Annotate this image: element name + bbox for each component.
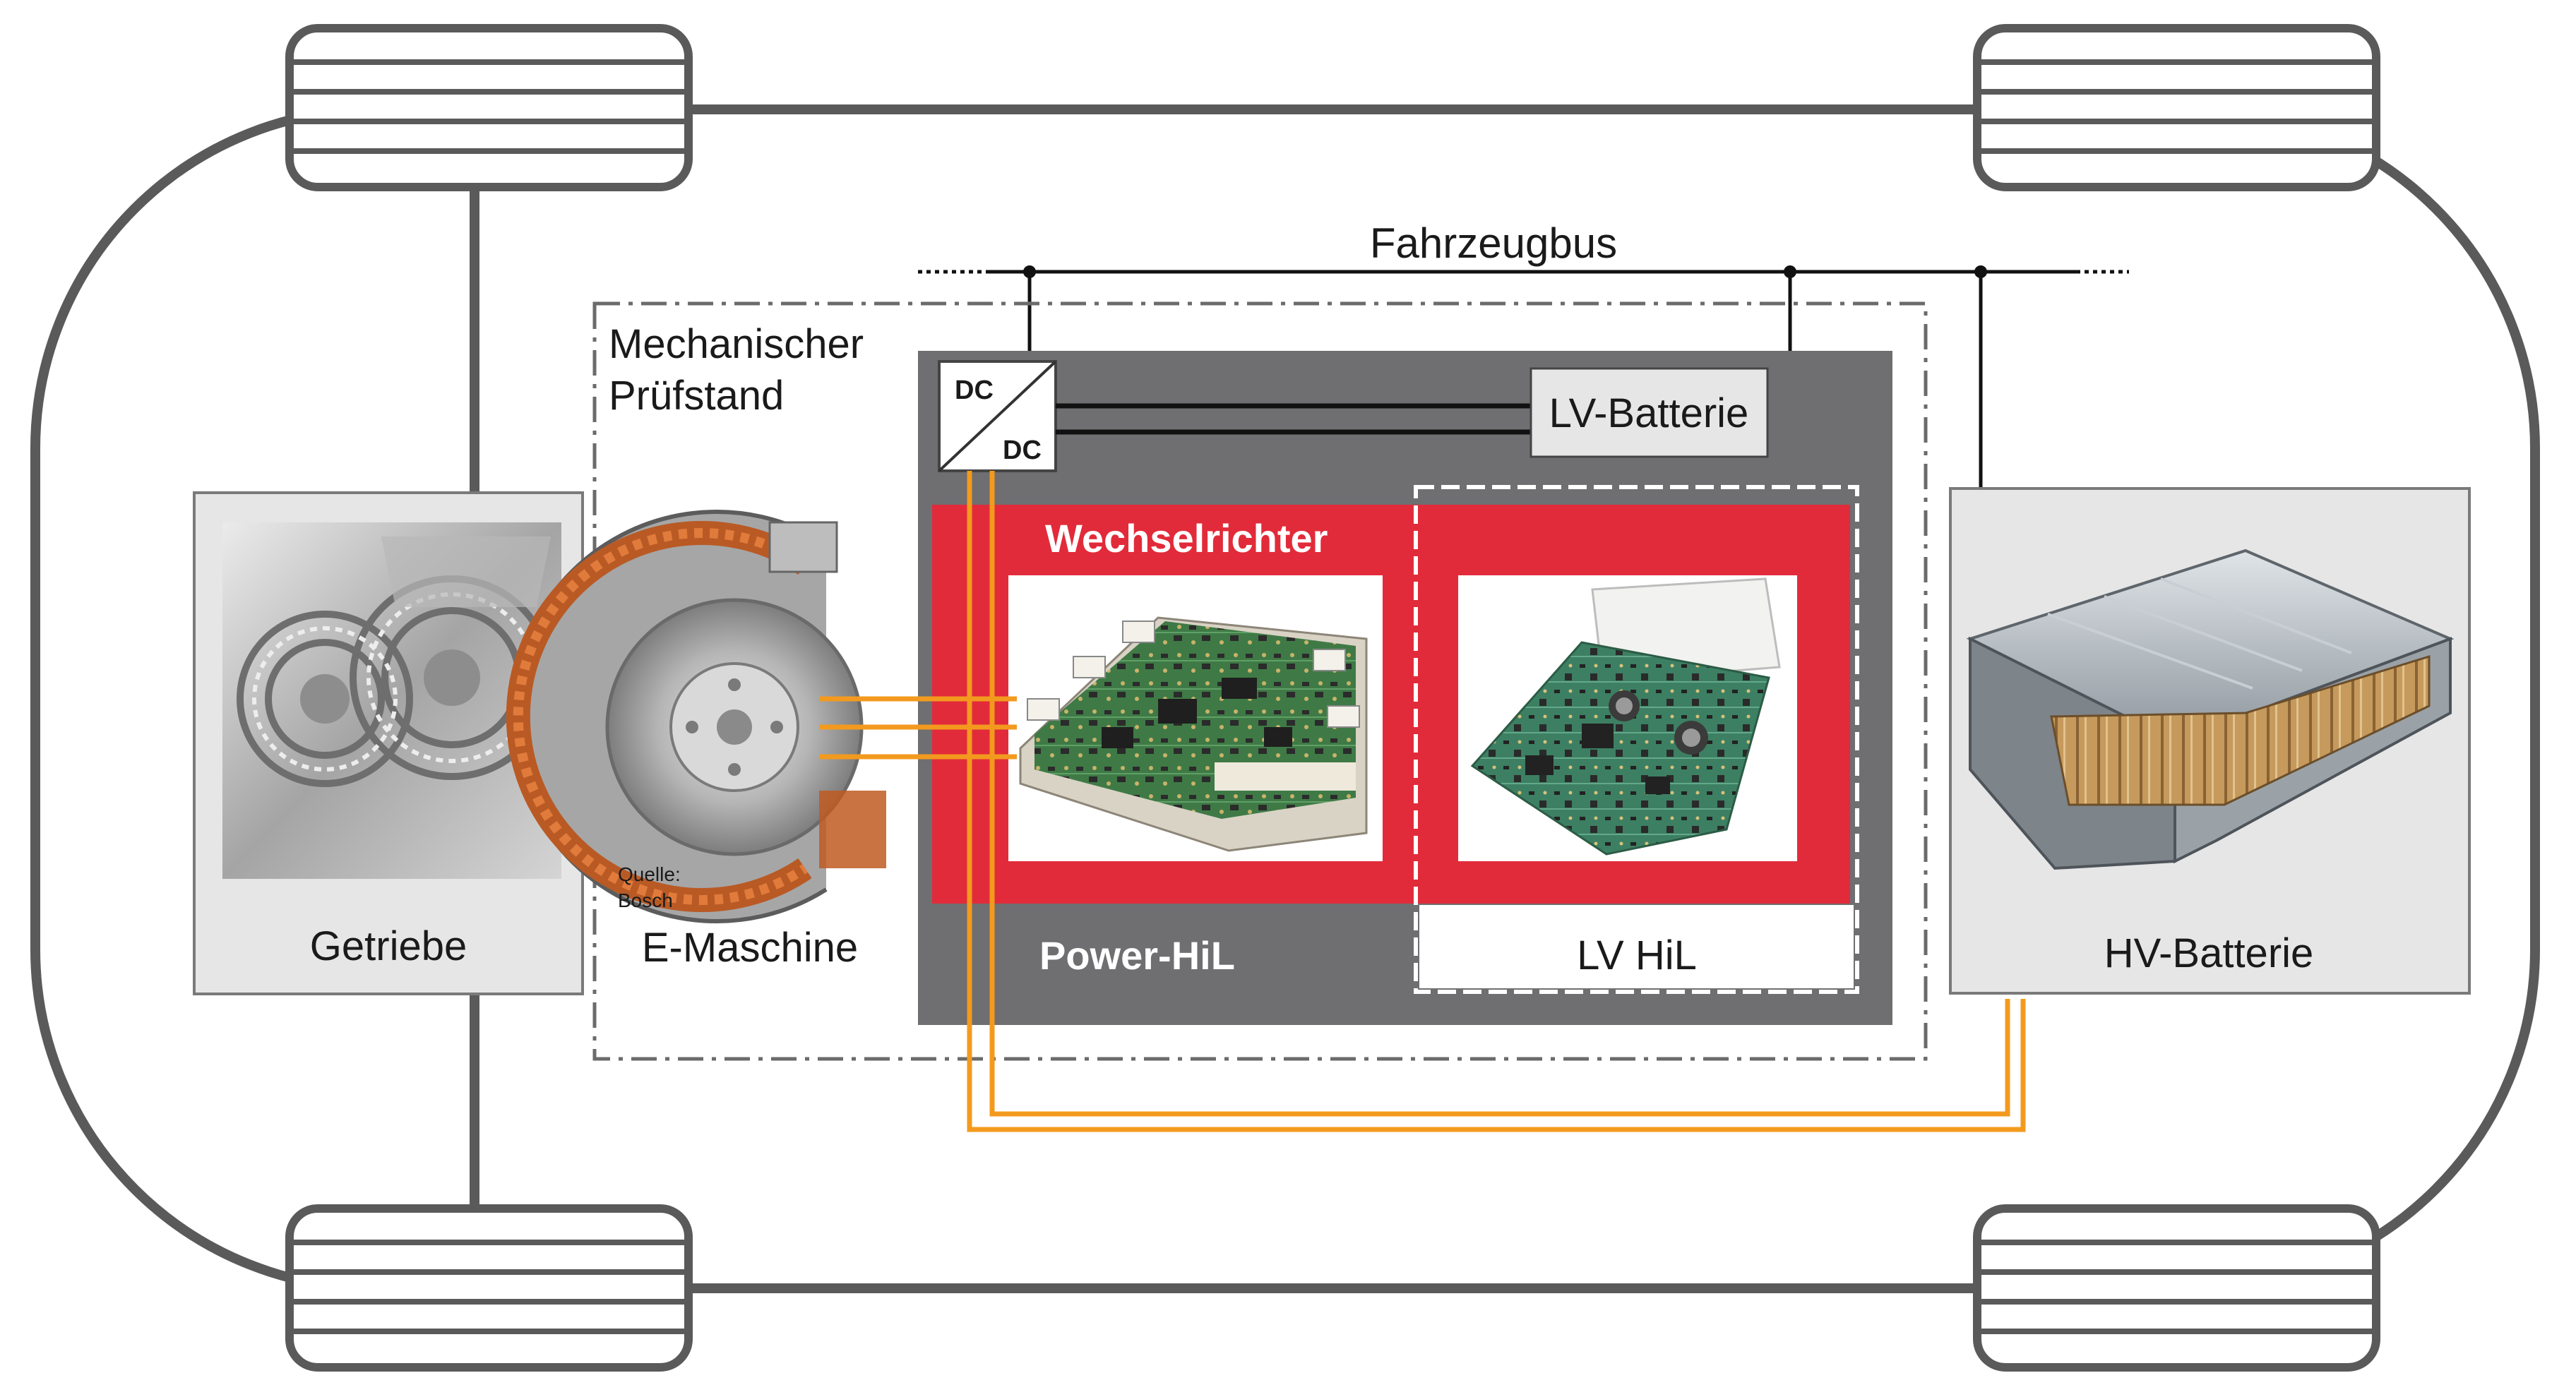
bus-label: Fahrzeugbus [1370,220,1617,267]
wheel-rear-right-icon [1973,1204,2380,1372]
lv-battery-label: LV-Batterie [1549,390,1749,436]
control-board-photo-icon [1458,575,1797,861]
power-hil-label: Power-HiL [1039,933,1235,978]
dc-bottom-label: DC [1003,436,1042,465]
wheel-front-right-icon [1973,24,2380,191]
hv-battery-label: HV-Batterie [2104,930,2314,976]
wheel-front-left-icon [285,24,693,191]
lv-hil-box [1414,485,1859,994]
vehicle-chassis [30,104,2540,1293]
hv-motor-wires [819,696,1017,760]
source-label-line2: Bosch [618,889,673,911]
gearbox-label: Getriebe [310,923,467,969]
battery-pack-photo-icon [1966,548,2455,870]
inverter-label: Wechselrichter [1045,516,1328,560]
hv-battery-wires [967,471,2026,1132]
lv-battery-box [1530,367,1769,458]
dc-top-label: DC [955,376,994,405]
e-machine-label: E-Maschine [642,925,858,971]
dc-dc-converter [938,360,1057,472]
test-bench-label-line2: Prüfstand [609,373,784,419]
gearbox-photo-icon [222,522,561,879]
wheel-rear-left-icon [285,1204,693,1372]
igbt-module-photo-icon [1008,575,1383,861]
lv-hil-label: LV HiL [1577,933,1697,978]
source-label-line1: Quelle: [618,863,681,885]
electric-motor-photo-icon [506,510,886,923]
test-bench-label-line1: Mechanischer [609,321,864,367]
